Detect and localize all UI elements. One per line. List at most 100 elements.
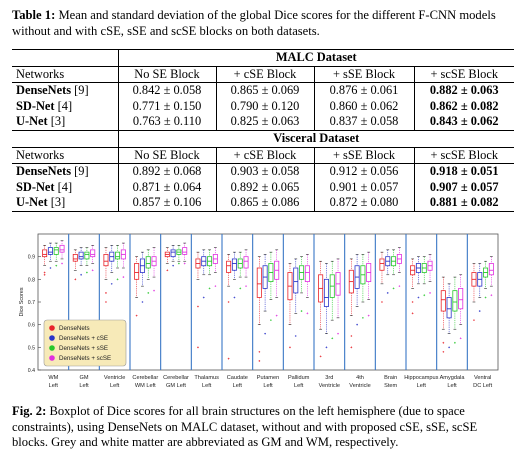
x-label-line2: Left bbox=[233, 383, 243, 389]
box-iqr bbox=[134, 263, 140, 280]
box-3-3 bbox=[151, 247, 157, 292]
score-cell: 0.842 ± 0.058 bbox=[118, 82, 217, 99]
y-tick-label: 0.7 bbox=[28, 300, 35, 306]
box-0-5 bbox=[195, 251, 201, 349]
box-2-13 bbox=[452, 276, 458, 344]
box-iqr bbox=[304, 265, 310, 283]
box-iqr bbox=[256, 267, 262, 298]
box-0-13 bbox=[440, 276, 446, 353]
box-2-2 bbox=[115, 245, 121, 281]
outlier bbox=[478, 310, 481, 312]
box-0-7 bbox=[256, 256, 262, 362]
box-0-2 bbox=[103, 247, 109, 303]
score-cell: 0.825 ± 0.063 bbox=[216, 114, 315, 131]
x-label-line1: 4th bbox=[356, 375, 364, 381]
outlier bbox=[141, 301, 144, 303]
outlier bbox=[43, 271, 46, 274]
score-cell: 0.876 ± 0.061 bbox=[314, 82, 415, 99]
outlier bbox=[172, 264, 174, 267]
score-cell: 0.865 ± 0.069 bbox=[216, 82, 315, 99]
box-3-8 bbox=[304, 254, 310, 315]
box-0-11 bbox=[379, 251, 385, 303]
outlier bbox=[227, 301, 230, 303]
box-3-13 bbox=[458, 274, 464, 340]
box-iqr bbox=[90, 249, 96, 258]
x-label-line1: GM bbox=[79, 375, 88, 381]
box-2-0 bbox=[53, 242, 59, 267]
column-header: + cSE Block bbox=[216, 146, 315, 164]
x-label-line2: Left bbox=[447, 383, 457, 389]
column-header: + scSE Block bbox=[414, 65, 514, 83]
box-iqr bbox=[103, 253, 109, 267]
box-2-3 bbox=[145, 249, 151, 294]
outlier bbox=[386, 292, 389, 294]
outlier bbox=[337, 332, 339, 335]
y-tick-label: 0.6 bbox=[28, 323, 35, 329]
score-cell: 0.790 ± 0.120 bbox=[216, 98, 315, 115]
dataset-title: MALC Dataset bbox=[118, 49, 514, 67]
y-tick-label: 0.9 bbox=[28, 255, 35, 261]
x-label-line1: Cerebellar bbox=[163, 375, 189, 381]
x-label-line2: Left bbox=[263, 383, 273, 389]
legend-label: DenseNets + cSE bbox=[59, 335, 108, 342]
legend-swatch bbox=[49, 325, 55, 331]
outlier bbox=[122, 276, 125, 278]
x-label-line2: Left bbox=[294, 383, 304, 389]
score-cell: 0.771 ± 0.150 bbox=[118, 98, 217, 115]
box-1-0 bbox=[47, 242, 53, 269]
box-3-0 bbox=[59, 240, 65, 265]
box-3-7 bbox=[274, 249, 280, 317]
box-iqr bbox=[446, 297, 452, 319]
score-cell: 0.843 ± 0.062 bbox=[429, 114, 499, 129]
x-label-line2: DC Left bbox=[473, 383, 492, 389]
outlier bbox=[91, 269, 94, 272]
outlier bbox=[233, 296, 236, 299]
outlier bbox=[459, 337, 462, 340]
x-label-line2: Left bbox=[202, 383, 212, 389]
x-label-line1: Thalamus bbox=[194, 375, 219, 381]
x-label-line2: Left bbox=[110, 383, 120, 389]
box-0-8 bbox=[287, 263, 293, 349]
table-row: DenseNets [9] 0.842 ± 0.058 0.865 ± 0.069 0… bbox=[12, 82, 514, 99]
box-1-10 bbox=[354, 254, 360, 326]
column-header: Networks bbox=[12, 146, 119, 164]
figure-caption: Fig. 2: Boxplot of Dice scores for all b… bbox=[12, 404, 516, 451]
legend-swatch bbox=[49, 355, 55, 361]
score-cell: 0.865 ± 0.086 bbox=[216, 195, 315, 212]
citation: [4] bbox=[57, 179, 73, 194]
box-iqr bbox=[488, 263, 494, 276]
box-iqr bbox=[170, 249, 176, 258]
citation: [3] bbox=[50, 114, 66, 129]
score-cell: 0.918 ± 0.051 bbox=[414, 163, 514, 180]
box-1-6 bbox=[231, 251, 237, 299]
x-label-line1: Ventral bbox=[474, 375, 491, 381]
column-header: No SE Block bbox=[118, 146, 217, 164]
table-row: SD-Net [4] 0.771 ± 0.150 0.790 ± 0.120 0.86… bbox=[12, 98, 514, 115]
box-1-13 bbox=[446, 283, 452, 349]
outlier bbox=[178, 262, 180, 265]
x-label-line1: Ventricle bbox=[104, 375, 125, 381]
box-3-11 bbox=[396, 247, 402, 288]
legend-swatch bbox=[49, 345, 55, 351]
outlier bbox=[490, 294, 493, 297]
outlier bbox=[245, 285, 247, 288]
x-label-line1: Cerebellar bbox=[132, 375, 158, 381]
box-1-4 bbox=[170, 245, 176, 267]
outlier bbox=[411, 301, 414, 303]
citation: [3] bbox=[50, 195, 66, 210]
model-name: DenseNets [9] bbox=[12, 82, 119, 99]
box-2-7 bbox=[268, 251, 274, 322]
table-row: SD-Net [4] 0.871 ± 0.064 0.892 ± 0.065 0.90… bbox=[12, 179, 514, 196]
outlier bbox=[350, 335, 353, 337]
box-1-14 bbox=[477, 263, 483, 312]
x-label-line2: GM Left bbox=[166, 383, 186, 389]
score-cell: 0.871 ± 0.064 bbox=[118, 179, 217, 196]
table-row: U-Net [3] 0.857 ± 0.106 0.865 ± 0.086 0.872… bbox=[12, 195, 514, 212]
y-tick-label: 0.4 bbox=[28, 368, 35, 374]
x-label-line2: Left bbox=[49, 383, 59, 389]
outlier bbox=[325, 346, 328, 349]
outlier bbox=[105, 292, 107, 294]
box-1-5 bbox=[201, 249, 207, 299]
score-cell: 0.903 ± 0.058 bbox=[216, 163, 315, 180]
box-3-2 bbox=[120, 242, 126, 278]
